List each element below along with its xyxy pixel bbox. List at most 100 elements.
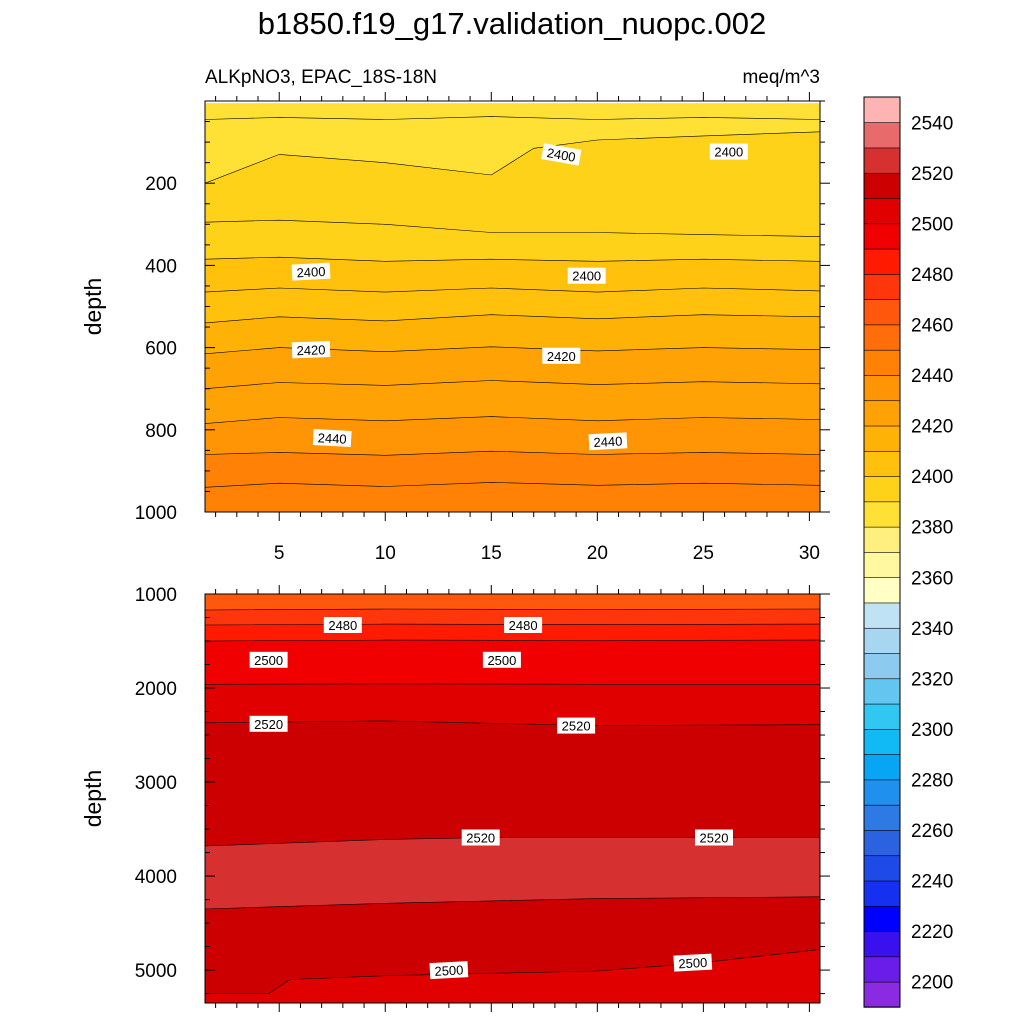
contour-line — [205, 639, 820, 642]
contour-label: 2400 — [296, 264, 326, 280]
colorbar-label: 2420 — [911, 417, 953, 438]
x-tick-label: 10 — [375, 543, 396, 564]
colorbar-label: 2280 — [911, 771, 953, 792]
contour-label-box — [709, 143, 748, 160]
x-tick-label: 30 — [799, 543, 820, 564]
y-tick-label: 400 — [145, 256, 177, 277]
colorbar-box — [863, 703, 901, 730]
contour-line — [205, 314, 820, 324]
contour-label-box — [323, 617, 362, 633]
colorbar-box — [863, 501, 901, 528]
contour-label-box — [482, 651, 521, 668]
colorbar-label: 2360 — [911, 568, 953, 589]
contour-line — [205, 896, 820, 910]
colorbar-box — [863, 779, 901, 806]
colorbar-label: 2480 — [911, 265, 953, 286]
y-axis-label: depth — [80, 278, 106, 336]
colorbar-box — [863, 602, 901, 629]
colorbar-label: 2260 — [911, 821, 953, 842]
colorbar-box — [863, 753, 901, 781]
colorbar-box — [863, 905, 901, 932]
colorbar-box — [863, 576, 901, 604]
colorbar-label: 2460 — [911, 316, 953, 337]
contour-label: 2440 — [317, 430, 347, 446]
contour-label-box — [429, 961, 469, 980]
contour-label-box — [542, 347, 581, 364]
contour-label-box — [504, 617, 543, 633]
colorbar-box — [863, 425, 901, 452]
contour-label-box — [249, 715, 288, 732]
colorbar-box — [863, 324, 901, 351]
colorbar-frame — [863, 96, 901, 1008]
contour-line — [205, 219, 820, 237]
colorbar-box — [863, 223, 901, 250]
x-tick-label: 20 — [587, 543, 608, 564]
contour-label: 2520 — [562, 719, 591, 734]
colorbar-box — [863, 981, 901, 1008]
colorbar-label: 2440 — [911, 366, 953, 387]
y-tick-label: 600 — [145, 339, 177, 360]
contour-line — [205, 416, 820, 424]
colorbar-label: 2320 — [911, 669, 953, 690]
colorbar-box — [863, 652, 901, 680]
contour-line — [205, 608, 820, 611]
colorbar-label: 2500 — [911, 214, 953, 235]
colorbar-box — [863, 147, 901, 174]
colorbar-box — [863, 450, 901, 477]
contour-label: 2500 — [487, 653, 516, 668]
contour-line — [205, 287, 820, 293]
colorbar-box — [863, 956, 901, 983]
contour-label: 2480 — [328, 618, 357, 633]
contour-label-box — [567, 267, 606, 284]
y-tick-label: 3000 — [135, 773, 177, 794]
contour-line — [205, 450, 820, 456]
colorbar-box — [863, 400, 901, 427]
contour-label: 2400 — [546, 145, 577, 165]
y-tick-label: 2000 — [135, 679, 177, 700]
contour-label-box — [291, 262, 331, 281]
contour-line — [205, 949, 820, 994]
colorbar-label: 2400 — [911, 467, 953, 488]
colorbar-box — [863, 475, 901, 503]
colorbar-box — [863, 374, 901, 402]
colorbar-box — [863, 172, 901, 199]
contour-line — [205, 623, 820, 626]
colorbar-label: 2540 — [911, 113, 953, 134]
contour-line — [205, 346, 820, 355]
contour-label-box — [249, 651, 288, 668]
x-tick-label: 25 — [693, 543, 714, 564]
colorbar-box — [863, 627, 901, 654]
contour-label-box — [312, 429, 352, 447]
contour-label-box — [673, 953, 713, 972]
colorbar-box — [863, 829, 901, 857]
y-tick-label: 1000 — [135, 503, 177, 524]
colorbar-label: 2220 — [911, 922, 953, 943]
contour-band — [205, 949, 820, 1003]
contour-label: 2520 — [700, 831, 729, 846]
colorbar-label: 2520 — [911, 164, 953, 185]
contour-line — [205, 256, 820, 262]
contour-label-box — [541, 143, 582, 166]
colorbar-label: 2300 — [911, 720, 953, 741]
colorbar-box — [863, 728, 901, 755]
colorbar-box — [863, 678, 901, 705]
contour-label-box — [695, 829, 733, 846]
contour-label: 2440 — [593, 434, 623, 450]
contour-line — [205, 482, 820, 488]
y-tick-label: 1000 — [135, 585, 177, 606]
contour-line — [205, 683, 820, 685]
colorbar-box — [863, 298, 901, 326]
contour-label: 2500 — [678, 955, 708, 971]
colorbar-label: 2380 — [911, 518, 953, 539]
y-tick-label: 800 — [145, 421, 177, 442]
x-tick-label: 15 — [481, 543, 502, 564]
colorbar: 2200 2220 2240 2260 2280 2300 2320 2340 2360 2380… — [863, 96, 953, 1008]
lower-contour-panel: 2480 2480 2500 2500 2520 2520 2520 2520 2500 2500… — [80, 585, 830, 1012]
contour-label: 2520 — [254, 717, 283, 732]
units-label: meq/m^3 — [742, 67, 820, 88]
contour-label: 2400 — [572, 269, 601, 284]
colorbar-box — [863, 551, 901, 578]
contour-label-box — [461, 829, 500, 846]
contour-label: 2480 — [509, 618, 538, 633]
contour-line — [205, 131, 820, 184]
